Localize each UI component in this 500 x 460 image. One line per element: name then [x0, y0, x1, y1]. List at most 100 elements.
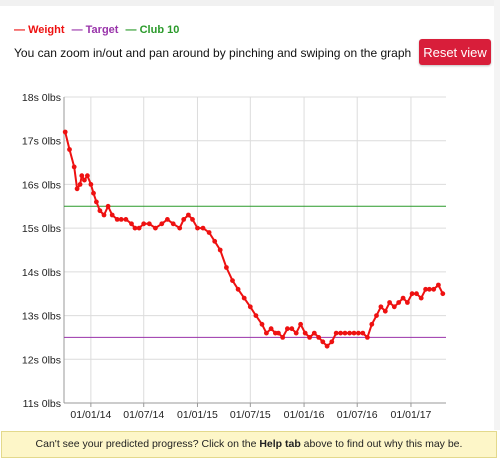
weight-data-point[interactable] — [280, 335, 286, 340]
top-strip — [0, 0, 500, 6]
weight-data-point[interactable] — [141, 221, 147, 227]
weight-data-point[interactable] — [74, 186, 80, 192]
weight-chart[interactable]: 18s 0lbs 17s 0lbs 16s 0lbs 15s 0lbs 14s 0lbs… — [0, 80, 500, 425]
weight-data-point[interactable] — [316, 335, 322, 340]
weight-data-point[interactable] — [170, 221, 176, 227]
weight-data-point[interactable] — [264, 330, 269, 336]
weight-data-point[interactable] — [311, 330, 317, 336]
weight-chart-svg[interactable]: 18s 0lbs 17s 0lbs 16s 0lbs 15s 0lbs 14s 0lbs… — [0, 80, 500, 425]
weight-data-point[interactable] — [268, 326, 274, 332]
weight-data-point[interactable] — [391, 304, 397, 310]
weight-data-point[interactable] — [351, 330, 357, 336]
weight-data-point[interactable] — [259, 321, 265, 327]
weight-data-point[interactable] — [77, 182, 83, 187]
weight-data-point[interactable] — [347, 330, 352, 336]
weight-data-point[interactable] — [333, 330, 339, 336]
weight-data-point[interactable] — [387, 300, 392, 305]
weight-data-point[interactable] — [276, 330, 281, 336]
weight-data-point[interactable] — [365, 335, 370, 340]
weight-data-point[interactable] — [241, 295, 247, 301]
weight-data-point[interactable] — [418, 295, 424, 301]
weight-data-point[interactable] — [382, 308, 388, 314]
scrollbar-track[interactable] — [494, 0, 500, 430]
weight-data-point[interactable] — [320, 339, 326, 345]
weight-data-point[interactable] — [409, 291, 415, 297]
weight-data-point[interactable] — [423, 286, 428, 292]
weight-data-point[interactable] — [177, 225, 183, 231]
weight-data-point[interactable] — [62, 129, 68, 135]
y-tick-label: 15s 0lbs — [22, 223, 61, 235]
weight-data-point[interactable] — [338, 330, 343, 336]
notice-prefix: Can't see your predicted progress? Click… — [35, 438, 260, 450]
weight-data-point[interactable] — [146, 221, 152, 227]
weight-data-point[interactable] — [324, 343, 330, 349]
weight-data-point[interactable] — [67, 147, 72, 152]
weight-data-point[interactable] — [79, 173, 85, 179]
weight-data-point[interactable] — [165, 217, 170, 222]
weight-data-point[interactable] — [118, 217, 124, 222]
weight-data-point[interactable] — [369, 321, 375, 327]
weight-data-point[interactable] — [427, 286, 432, 292]
weight-data-point[interactable] — [123, 217, 129, 222]
weight-data-point[interactable] — [200, 225, 206, 231]
legend-target-label: Target — [85, 24, 119, 36]
weight-data-point[interactable] — [235, 286, 241, 292]
weight-data-point[interactable] — [94, 199, 99, 205]
weight-data-point[interactable] — [414, 291, 419, 297]
weight-data-point[interactable] — [405, 300, 410, 305]
weight-data-point[interactable] — [293, 330, 299, 336]
weight-data-point[interactable] — [329, 339, 335, 345]
weight-data-point[interactable] — [97, 208, 103, 214]
weight-data-point[interactable] — [195, 225, 200, 231]
weight-data-point[interactable] — [186, 212, 191, 218]
weight-data-point[interactable] — [285, 326, 290, 332]
weight-data-point[interactable] — [82, 177, 87, 183]
legend-club-label: Club 10 — [139, 24, 180, 36]
weight-data-point[interactable] — [342, 330, 348, 336]
weight-data-point[interactable] — [71, 164, 77, 170]
weight-data-point[interactable] — [217, 247, 223, 253]
legend-club: — Club 10 — [125, 24, 180, 36]
weight-data-point[interactable] — [159, 221, 165, 227]
weight-data-point[interactable] — [105, 203, 111, 209]
y-tick-label: 18s 0lbs — [22, 92, 61, 104]
weight-data-point[interactable] — [88, 182, 94, 187]
weight-data-point[interactable] — [356, 330, 361, 336]
y-tick-label: 17s 0lbs — [22, 136, 61, 148]
weight-data-point[interactable] — [400, 295, 406, 301]
weight-data-point[interactable] — [230, 278, 235, 283]
legend-target: — Target — [71, 24, 119, 36]
weight-data-point[interactable] — [289, 326, 295, 332]
weight-data-point[interactable] — [132, 225, 138, 231]
weight-data-point[interactable] — [114, 217, 120, 222]
weight-data-point[interactable] — [109, 212, 115, 218]
zoom-hint-text: You can zoom in/out and pan around by pi… — [14, 46, 412, 60]
weight-data-point[interactable] — [85, 173, 90, 179]
weight-data-point[interactable] — [360, 330, 366, 336]
weight-data-point[interactable] — [378, 304, 384, 310]
weight-data-point[interactable] — [224, 265, 229, 270]
weight-data-point[interactable] — [212, 238, 218, 244]
weight-data-point[interactable] — [298, 321, 303, 327]
weight-data-point[interactable] — [253, 313, 259, 318]
weight-data-point[interactable] — [129, 221, 134, 227]
weight-data-point[interactable] — [153, 225, 158, 231]
reset-view-button[interactable]: Reset view — [419, 39, 491, 65]
weight-data-point[interactable] — [431, 286, 437, 292]
weight-data-point[interactable] — [436, 282, 441, 288]
weight-data-point[interactable] — [374, 313, 379, 318]
y-tick-label: 12s 0lbs — [22, 354, 61, 366]
weight-data-point[interactable] — [181, 217, 187, 222]
weight-data-point[interactable] — [440, 291, 446, 297]
y-tick-label: 16s 0lbs — [22, 179, 61, 191]
weight-data-point[interactable] — [91, 190, 96, 196]
weight-data-point[interactable] — [302, 330, 308, 336]
weight-data-point[interactable] — [307, 335, 312, 340]
weight-data-point[interactable] — [206, 230, 212, 235]
weight-data-point[interactable] — [247, 304, 253, 310]
weight-data-point[interactable] — [190, 217, 195, 222]
weight-series-line — [64, 131, 444, 348]
weight-data-point[interactable] — [396, 300, 402, 305]
weight-data-point[interactable] — [136, 225, 142, 231]
weight-data-point[interactable] — [101, 212, 107, 218]
